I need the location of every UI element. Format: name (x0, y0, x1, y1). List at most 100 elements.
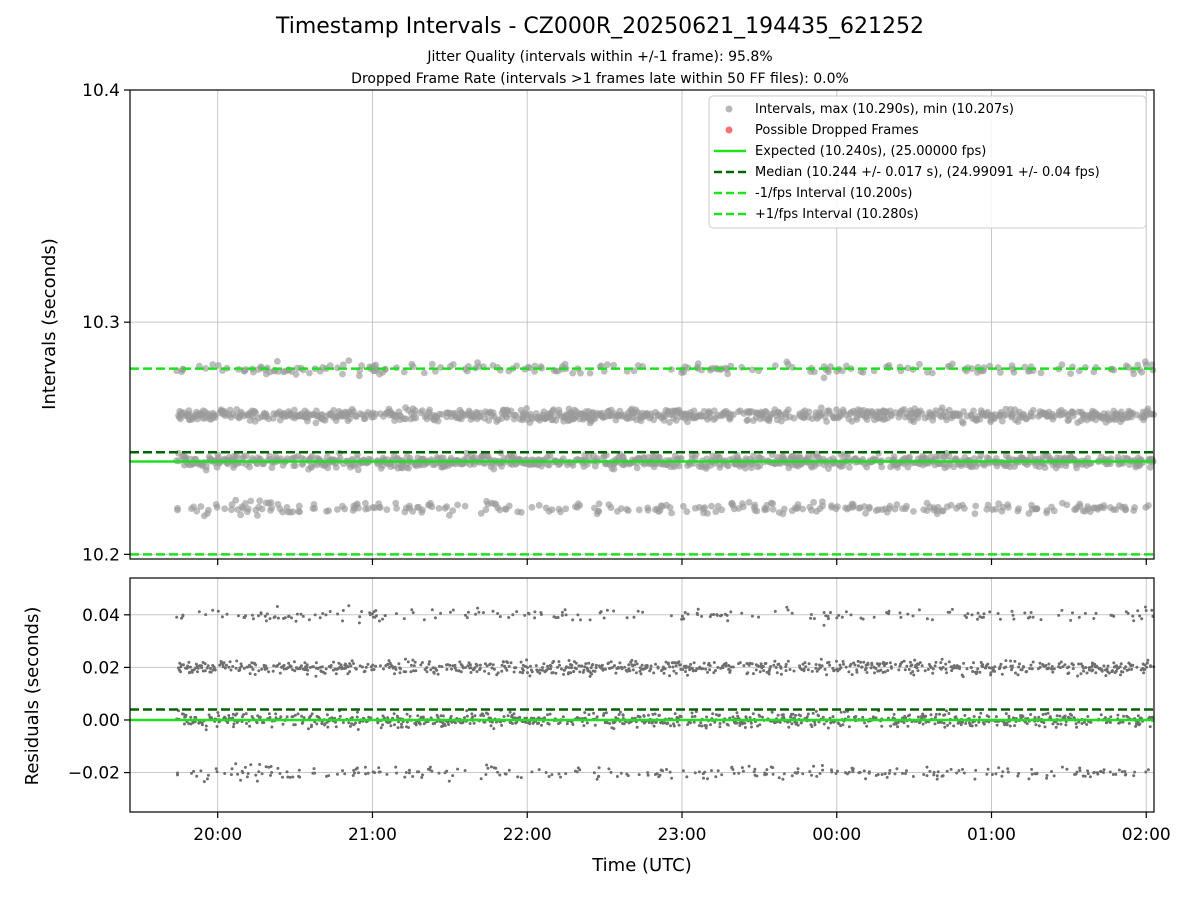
residual-point (812, 764, 816, 768)
interval-point (332, 464, 340, 471)
residual-point (1033, 716, 1037, 719)
interval-point (312, 419, 320, 427)
residual-point (577, 664, 581, 668)
residual-point (392, 712, 396, 716)
residual-point (1031, 615, 1035, 619)
residual-point (563, 668, 566, 672)
residual-point (1071, 611, 1074, 615)
residual-point (281, 775, 284, 779)
interval-point (683, 508, 691, 516)
residual-point (189, 665, 192, 669)
residual-point (1017, 665, 1021, 669)
residual-point (704, 724, 708, 728)
interval-point (961, 504, 968, 512)
residual-point (541, 666, 544, 669)
interval-point (355, 504, 362, 512)
residual-point (282, 663, 286, 667)
residual-point (925, 774, 929, 778)
residual-point (496, 770, 500, 774)
residual-point (771, 766, 775, 770)
residual-point (843, 710, 846, 714)
residual-point (995, 723, 999, 727)
residual-point (385, 772, 389, 776)
residual-point (265, 612, 269, 616)
residual-point (1052, 667, 1056, 671)
legend: Intervals, max (10.290s), min (10.207s) … (708, 95, 1147, 229)
residual-point (589, 666, 593, 670)
residual-point (605, 608, 609, 612)
interval-point (296, 508, 303, 516)
residual-point (1134, 724, 1138, 728)
residual-point (314, 661, 318, 665)
residual-point (583, 711, 587, 715)
interval-point (477, 510, 485, 517)
residual-point (826, 614, 830, 618)
residual-point (449, 714, 453, 718)
residual-point (264, 619, 268, 623)
residual-point (989, 673, 993, 677)
interval-point (330, 407, 337, 414)
interval-point (376, 504, 384, 511)
residual-point (329, 664, 333, 667)
residual-point (366, 771, 370, 775)
residual-point (813, 723, 817, 727)
interval-point (1138, 368, 1146, 376)
residual-point (204, 613, 208, 617)
interval-point (246, 463, 254, 471)
residual-point (711, 712, 715, 716)
residual-point (295, 612, 299, 616)
residual-point (397, 662, 401, 666)
residual-point (215, 770, 219, 774)
residual-point (963, 714, 967, 717)
residual-point (1043, 725, 1047, 729)
residual-point (749, 721, 753, 725)
residual-point (978, 715, 981, 719)
residual-point (558, 721, 562, 725)
intervals-y-ticks: 10.2 10.3 10.4 (82, 81, 130, 565)
residual-point (220, 615, 224, 619)
residual-point (853, 663, 857, 667)
interval-point (268, 464, 276, 472)
residual-point (485, 763, 489, 767)
interval-point (419, 506, 426, 514)
residual-point (1057, 613, 1061, 617)
residual-point (1028, 667, 1032, 670)
residual-point (572, 670, 576, 674)
intervals-y-axis-label: Intervals (seconds) (39, 238, 60, 410)
residual-point (970, 613, 974, 617)
residual-point (692, 661, 696, 665)
residual-point (234, 666, 238, 670)
residual-point (1112, 614, 1116, 618)
residual-point (751, 672, 755, 676)
legend-plus-fps-label: +1/fps Interval (10.280s) (755, 207, 919, 222)
residual-point (437, 664, 441, 668)
residual-point (1038, 661, 1042, 665)
residual-point (378, 619, 381, 623)
residual-point (693, 714, 697, 718)
residual-point (411, 611, 415, 615)
interval-point (808, 506, 815, 514)
residual-point (896, 725, 900, 729)
residual-point (840, 615, 844, 619)
residual-point (496, 671, 500, 675)
residual-point (671, 665, 675, 669)
residual-point (209, 670, 213, 674)
residual-point (236, 772, 240, 776)
interval-point (339, 370, 346, 378)
residual-point (916, 715, 920, 719)
residual-point (821, 768, 825, 772)
intervals-reference-lines (130, 367, 1154, 556)
residual-point (1069, 618, 1073, 622)
residual-point (773, 609, 777, 613)
residual-point (762, 669, 766, 673)
residual-point (463, 769, 467, 772)
residual-point (205, 777, 209, 781)
residual-point (985, 772, 989, 776)
residual-point (429, 668, 433, 672)
interval-point (356, 372, 363, 380)
residual-point (708, 668, 712, 672)
residual-point (917, 608, 921, 612)
residual-point (436, 672, 440, 676)
residual-point (714, 669, 717, 672)
interval-point (742, 464, 749, 472)
